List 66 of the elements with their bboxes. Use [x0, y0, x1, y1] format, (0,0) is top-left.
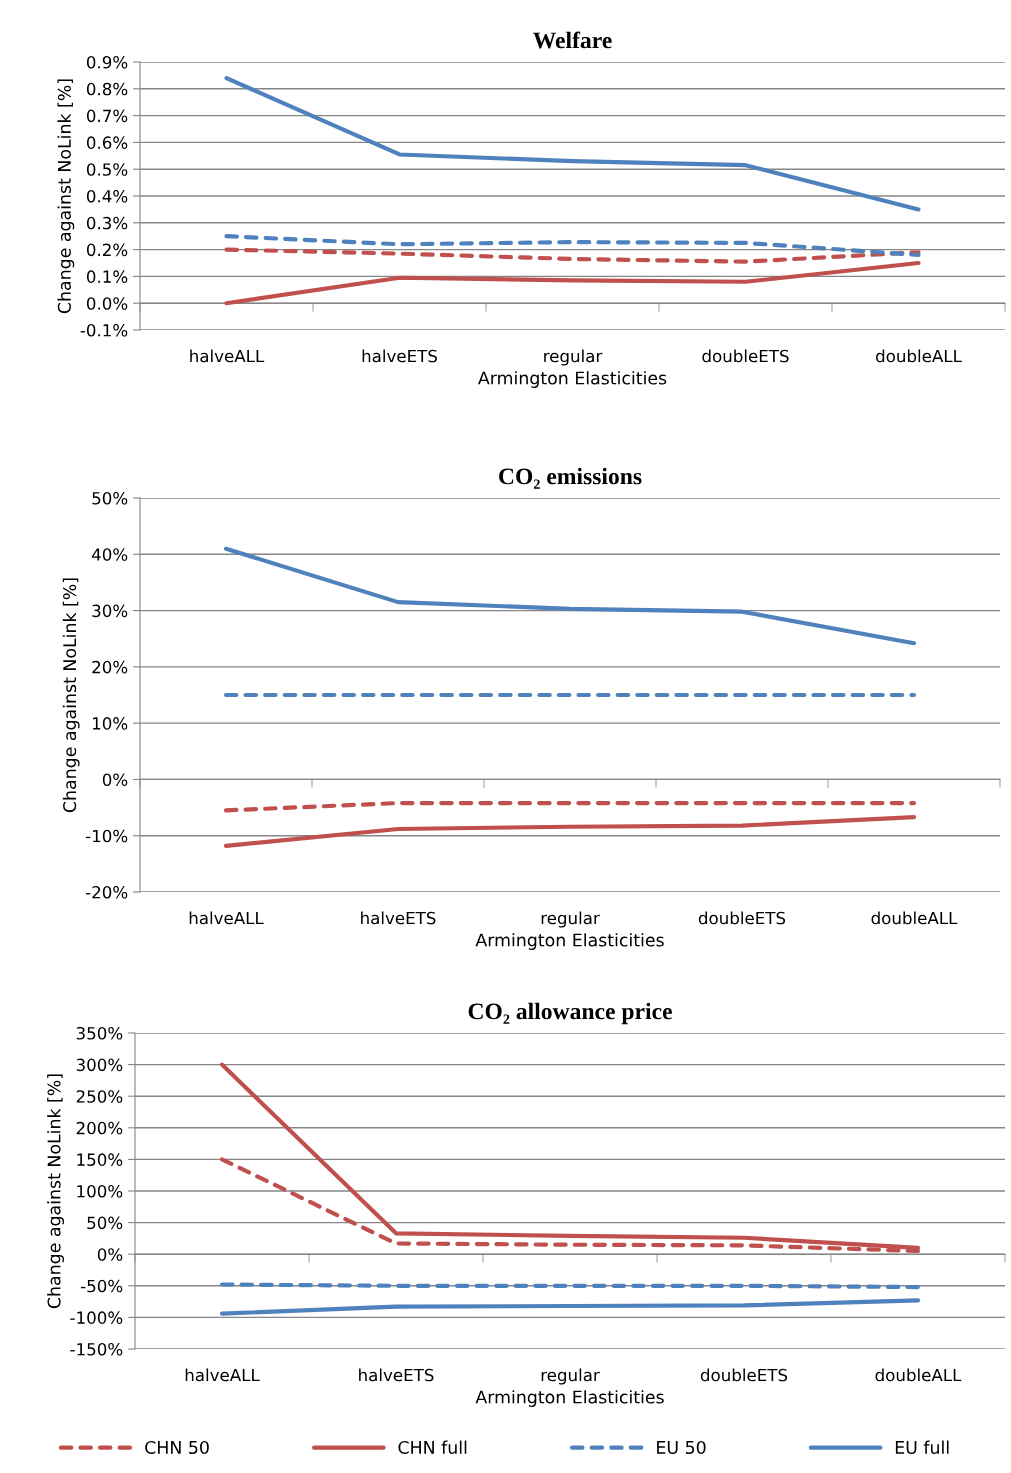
x-axis-title: Armington Elasticities — [475, 933, 664, 950]
y-tick-label: 0% — [102, 773, 128, 786]
y-tick-label: 10% — [92, 717, 128, 730]
y-tick-label: 0% — [97, 1248, 123, 1261]
legend-label: EU 50 — [657, 1440, 706, 1455]
x-tick-label: doubleETS — [702, 349, 789, 363]
x-tick-label: halveETS — [361, 911, 436, 925]
line-series — [224, 234, 921, 258]
line-series — [224, 260, 921, 306]
y-tick-label: 0.7% — [86, 109, 128, 123]
y-tick-label: 50% — [87, 1216, 123, 1230]
x-axis-title: Armington Elasticities — [475, 1390, 664, 1407]
chart-title: Welfare — [533, 31, 612, 49]
y-tick-label: 20% — [92, 660, 128, 674]
x-tick-label: halveALL — [189, 911, 264, 925]
x-tick-label: doubleALL — [875, 1368, 962, 1382]
x-tick-label: halveETS — [362, 349, 437, 363]
y-tick-label: 250% — [76, 1090, 123, 1103]
x-tick-label: regular — [544, 349, 603, 366]
y-tick-label: -50% — [80, 1279, 123, 1293]
x-tick-label: halveALL — [190, 349, 265, 363]
y-tick-label: 0.3% — [86, 216, 128, 230]
y-tick-label: 200% — [76, 1121, 123, 1135]
y-tick-label: 100% — [77, 1184, 123, 1198]
x-tick-label: doubleALL — [876, 349, 962, 363]
x-tick-label: doubleETS — [698, 911, 786, 925]
y-axis-title: Change against NoLink [%] — [62, 578, 80, 813]
y-tick-label: 30% — [92, 604, 128, 618]
x-tick-label: doubleETS — [700, 1368, 788, 1382]
x-tick-label: halveETS — [359, 1368, 434, 1382]
y-tick-label: -150% — [70, 1342, 123, 1356]
line-series — [219, 1298, 921, 1316]
y-tick-label: 0.1% — [86, 270, 128, 283]
line-series — [219, 1062, 921, 1250]
x-axis-title: Armington Elasticities — [478, 371, 667, 388]
y-tick-label: 0.6% — [86, 136, 128, 149]
y-tick-label: 50% — [92, 491, 128, 505]
y-tick-label: 0.5% — [86, 163, 128, 176]
line-series — [223, 815, 917, 848]
y-tick-label: -20% — [85, 885, 128, 899]
y-tick-label: 0.4% — [86, 189, 128, 203]
y-tick-label: 150% — [77, 1153, 123, 1166]
chart-title: CO₂ emissions — [499, 467, 642, 489]
y-tick-label: 0.0% — [86, 297, 128, 310]
line-series — [224, 247, 921, 264]
x-tick-label: regular — [541, 1368, 600, 1385]
x-tick-label: regular — [541, 911, 600, 928]
y-tick-label: -100% — [70, 1311, 123, 1324]
y-tick-label: -0.1% — [80, 323, 128, 337]
y-tick-label: 0.9% — [86, 55, 128, 69]
y-tick-label: 350% — [76, 1026, 123, 1040]
y-tick-label: -10% — [85, 829, 128, 843]
legend-label: EU full — [895, 1440, 949, 1455]
legend-label: CHN 50 — [145, 1440, 209, 1455]
y-axis-title: Change against NoLink [%] — [57, 79, 75, 314]
y-tick-label: 0.2% — [86, 243, 128, 257]
y-tick-label: 40% — [91, 548, 128, 561]
x-tick-label: doubleALL — [871, 911, 958, 925]
legend-label: CHN full — [398, 1440, 467, 1455]
line-series — [223, 546, 917, 646]
y-axis-title: Change against NoLink [%] — [47, 1074, 64, 1309]
y-tick-label: 300% — [76, 1058, 123, 1072]
line-series — [224, 75, 921, 212]
y-tick-label: 0.8% — [86, 82, 128, 96]
chart-title: CO₂ allowance price — [468, 1002, 672, 1025]
x-tick-label: halveALL — [185, 1368, 260, 1382]
